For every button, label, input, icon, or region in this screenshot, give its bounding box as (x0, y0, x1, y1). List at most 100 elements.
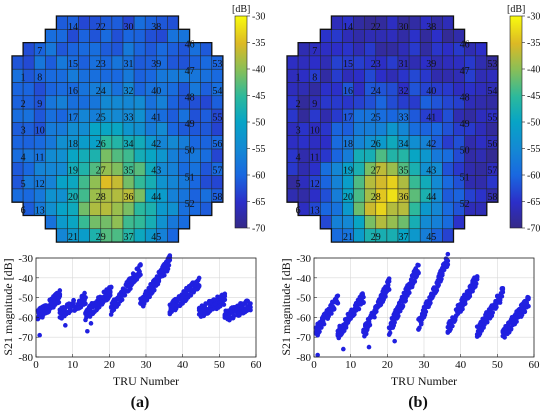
heatmap-cell (342, 175, 354, 190)
tru-label: 48 (460, 92, 470, 103)
heatmap-cell (342, 68, 354, 83)
data-point (428, 300, 433, 306)
heatmap-cell (408, 82, 421, 97)
heatmap-cell (297, 108, 310, 123)
tru-label: 15 (68, 59, 78, 70)
heatmap-cell (419, 148, 432, 163)
heatmap-cell (386, 228, 399, 243)
heatmap-cell (442, 175, 454, 190)
heatmap-cell (111, 228, 124, 243)
heatmap-cell (331, 108, 343, 123)
data-point (440, 270, 445, 276)
heatmap-cell (156, 95, 168, 110)
heatmap-cell (33, 188, 46, 203)
heatmap-cell (331, 175, 343, 190)
tru-label: 41 (151, 112, 161, 123)
tru-label: 32 (399, 86, 409, 97)
tru-label: 28 (96, 192, 106, 203)
data-point (387, 330, 393, 336)
tru-label: 47 (185, 66, 195, 77)
tru-label: 58 (487, 192, 497, 203)
tru-label: 53 (212, 59, 222, 70)
heatmap-cell (111, 215, 124, 230)
tru-label: 31 (399, 59, 409, 70)
heatmap-cell (431, 68, 443, 83)
heatmap-cell (353, 188, 365, 203)
heatmap-cell (408, 68, 421, 83)
tru-label: 21 (68, 232, 78, 243)
data-point (222, 297, 228, 303)
heatmap-cell (200, 82, 213, 97)
tru-label: 23 (371, 59, 381, 70)
heatmap-cell (331, 95, 343, 110)
heatmap-cell (386, 95, 399, 110)
heatmap-cell (364, 201, 377, 216)
heatmap-cell (331, 201, 343, 216)
data-point (361, 300, 366, 306)
heatmap-cell (78, 29, 90, 43)
heatmap-cell (408, 15, 421, 30)
heatmap-cell (408, 42, 421, 57)
data-point (467, 293, 473, 299)
heatmap-cell (408, 215, 421, 230)
colorbar-tick-label: -30 (252, 12, 265, 23)
heatmap-cell (408, 162, 421, 176)
heatmap-cell (419, 68, 432, 83)
heatmap-cell (45, 201, 57, 216)
tru-label: 58 (212, 192, 222, 203)
tru-label: 57 (212, 166, 222, 177)
heatmap-cell (167, 68, 179, 83)
x-tick-label: 0 (311, 359, 317, 371)
heatmap-cell (56, 228, 68, 243)
tru-label: 47 (460, 66, 470, 77)
tru-label: 33 (399, 112, 409, 123)
tru-label: 55 (487, 112, 497, 123)
heatmap-cell (122, 42, 135, 57)
heatmap-cell (122, 95, 135, 110)
aperture-outline (286, 15, 499, 243)
tru-label: 6 (21, 206, 26, 217)
colorbar-tick-label: -60 (252, 171, 265, 182)
heatmap-cell (111, 201, 124, 216)
heatmap-cell (211, 148, 224, 163)
heatmap-cell (56, 15, 68, 30)
heatmap-cell (431, 175, 443, 190)
data-point (166, 262, 172, 268)
tru-label: 44 (151, 192, 161, 203)
heatmap-cell (308, 162, 321, 176)
tru-label: 18 (343, 139, 353, 150)
data-point (119, 297, 125, 302)
heatmap-cell (67, 175, 79, 190)
heatmap-cell (386, 135, 399, 150)
tru-label: 37 (124, 232, 134, 243)
tru-label: 9 (312, 99, 317, 110)
heatmap-cell (353, 175, 365, 190)
heatmap-cell (45, 95, 57, 110)
heatmap-cell (419, 122, 432, 136)
x-tick-label: 20 (104, 359, 116, 371)
heatmap-cell (442, 122, 454, 136)
heatmap-cell (331, 162, 343, 176)
heatmap-cell (331, 215, 343, 230)
heatmap-cell (111, 82, 124, 97)
heatmap-cell (364, 42, 377, 57)
tru-label: 5 (296, 179, 301, 190)
data-point (361, 294, 366, 300)
heatmap-cell (89, 148, 102, 163)
data-point (107, 290, 113, 295)
data-point (335, 293, 341, 299)
colorbar-a-unit: [dB] (232, 4, 250, 15)
data-point (356, 306, 362, 312)
heatmap-cell (33, 135, 46, 150)
data-point-outlier (392, 338, 397, 344)
heatmap-cell (331, 122, 343, 136)
tru-label: 38 (426, 22, 436, 33)
heatmap-cell (320, 29, 332, 43)
colorbar-tick-label: -40 (252, 65, 265, 76)
y-tick-label: -50 (18, 293, 33, 305)
data-point (484, 319, 490, 325)
heatmap-cell (56, 82, 68, 97)
panel-label-a: (a) (131, 394, 150, 411)
heatmap-cell (331, 68, 343, 83)
tru-label: 46 (460, 39, 470, 50)
